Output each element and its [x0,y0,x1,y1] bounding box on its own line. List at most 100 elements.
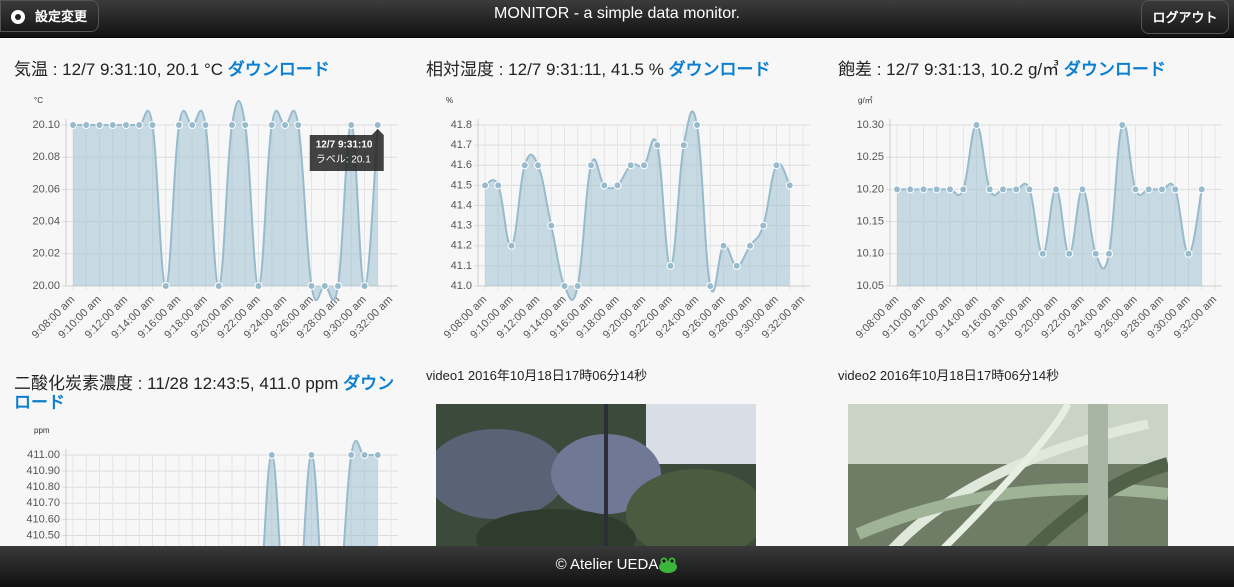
y-tick-label: 10.20 [856,183,884,195]
point [267,121,276,129]
y-tick-label: 41.2 [451,240,472,252]
point [1052,185,1060,194]
point [1078,185,1087,194]
point [294,121,303,129]
point [906,185,915,194]
y-tick-label: 10.05 [856,280,884,292]
point [719,241,728,250]
chart-title: 気温 : 12/7 9:31:10, 20.1 °C ダウンロード [14,60,399,79]
y-tick-label: 41.0 [451,280,472,292]
logout-button[interactable]: ログアウト [1141,0,1229,34]
point [95,121,104,129]
footer: © Atelier UEDA [0,546,1234,587]
y-tick-label: 20.10 [32,119,60,131]
point [547,221,556,230]
point [175,121,183,129]
point [161,282,170,290]
point [785,181,794,190]
y-tick-label: 41.1 [451,260,472,272]
point [613,181,622,190]
point [1012,185,1021,194]
point [201,121,210,129]
point [919,185,928,194]
point [347,121,356,129]
y-axis-unit: °C [34,96,43,105]
point [1158,185,1166,194]
y-tick-label: 410.60 [26,513,60,525]
y-tick-label: 411.00 [27,449,60,461]
point [746,241,754,250]
point [999,185,1007,194]
chart: g/㎥10.0510.1010.1510.2010.2510.309:08:00… [854,96,1222,341]
point [267,451,276,459]
y-axis-unit: % [446,96,453,105]
frog-icon [659,557,678,574]
chart: ppm410.00410.10410.20410.30410.40410.504… [26,426,398,546]
point [360,282,369,290]
point [507,241,516,250]
y-tick-label: 10.30 [856,119,884,131]
chart-title-text: 飽差 : 12/7 9:31:13, 10.2 g/㎥ [838,60,1060,79]
point [281,121,289,129]
video-frame[interactable] [848,404,1168,546]
point [759,221,768,230]
copyright: © Atelier UEDA [555,556,659,573]
point [320,282,329,290]
point [520,161,529,170]
point [494,181,503,190]
y-tick-label: 410.50 [26,529,60,541]
download-link[interactable]: ダウンロード [1063,60,1166,79]
point [534,161,542,170]
y-tick-label: 20.06 [32,183,60,195]
chart-title-text: 二酸化炭素濃度 : 11/28 12:43:5, 411.0 ppm [14,374,339,393]
point [693,121,701,129]
point [69,121,77,129]
chart-title: 二酸化炭素濃度 : 11/28 12:43:5, 411.0 ppm ダウンロー… [14,374,399,412]
area [73,100,378,301]
header: 設定変更 MONITOR - a simple data monitor. ログ… [0,0,1234,38]
gear-icon [11,10,25,24]
point [1171,185,1180,194]
settings-button[interactable]: 設定変更 [0,0,99,32]
point [1197,185,1206,194]
point [108,121,117,129]
download-link[interactable]: ダウンロード [14,374,395,412]
chart-title: 相対湿度 : 12/7 9:31:11, 41.5 % ダウンロード [426,60,811,79]
download-link[interactable]: ダウンロード [227,60,330,79]
chart: °C20.0020.0220.0420.0620.0820.109:08:00 … [30,96,398,341]
area [263,440,378,546]
point [653,141,662,150]
point [1118,121,1127,129]
tooltip: 12/7 9:31:10 ラベル: 20.1 [309,129,384,171]
point [122,121,130,129]
point [732,261,741,270]
point [1144,185,1153,194]
chart-title: 飽差 : 12/7 9:31:13, 10.2 g/㎥ ダウンロード [838,60,1223,79]
y-tick-label: 410.90 [26,465,60,477]
point [706,282,715,290]
point [307,282,316,290]
point [946,185,954,194]
point [188,121,197,129]
point [587,161,595,170]
point [481,181,489,190]
y-tick-label: 41.3 [451,220,472,232]
video-frame[interactable] [436,404,756,546]
point [959,185,968,194]
y-tick-label: 41.8 [451,119,472,131]
point [214,282,223,290]
point [1105,249,1113,258]
app-title: MONITOR - a simple data monitor. [494,5,740,22]
y-axis-unit: g/㎥ [858,96,873,105]
point [135,121,144,129]
point [347,451,356,459]
tooltip-box [309,129,384,171]
point [82,121,91,129]
y-tick-label: 41.7 [451,139,472,151]
line [262,439,378,546]
download-link[interactable]: ダウンロード [668,60,771,79]
point [373,121,382,129]
y-axis-unit: ppm [34,426,50,435]
y-tick-label: 10.10 [856,248,884,260]
